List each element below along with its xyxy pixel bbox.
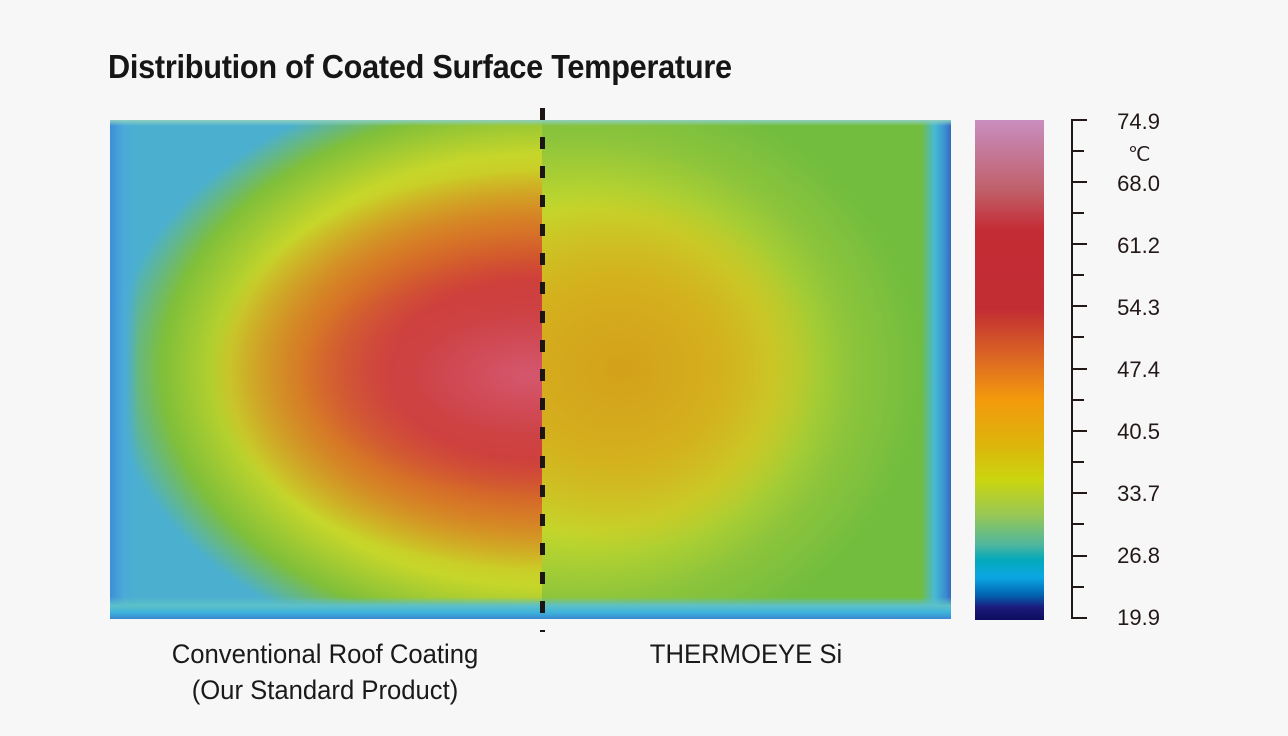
tick-major [1071, 119, 1087, 121]
caption-conventional-line2: (Our Standard Product) [191, 675, 459, 705]
thermal-edge-bottom [110, 597, 951, 619]
tick-label-max: 74.9 [1117, 109, 1160, 134]
tick-label: 40.5 [1117, 419, 1160, 444]
unit-label: ℃ [1128, 144, 1151, 166]
tick-major [1071, 305, 1087, 307]
thermal-image [110, 120, 951, 619]
tick-minor [1071, 274, 1084, 276]
tick-label: 54.3 [1117, 295, 1160, 320]
thermal-edge-left [110, 120, 138, 619]
thermal-panel-thermoeye [542, 120, 951, 619]
tick-minor [1071, 461, 1084, 463]
caption-conventional-line1: Conventional Roof Coating [171, 639, 479, 669]
panel-divider-dashed-line [540, 108, 545, 632]
tick-label: 26.8 [1117, 543, 1160, 568]
tick-major [1071, 368, 1087, 370]
tick-label: 61.2 [1117, 233, 1160, 258]
thermal-edge-top [110, 120, 951, 126]
thermal-edge-right [921, 120, 951, 619]
tick-major [1071, 181, 1087, 183]
thermal-panel-conventional [110, 120, 542, 619]
temperature-colorbar [975, 120, 1044, 620]
tick-label: 68.0 [1117, 171, 1160, 196]
tick-label: 47.4 [1117, 357, 1160, 382]
tick-minor [1071, 523, 1084, 525]
tick-minor [1071, 212, 1084, 214]
tick-major [1071, 430, 1087, 432]
tick-major [1071, 492, 1087, 494]
tick-minor [1071, 336, 1084, 338]
tick-major [1071, 555, 1087, 557]
chart-title: Distribution of Coated Surface Temperatu… [108, 48, 732, 85]
tick-minor [1071, 399, 1084, 401]
tick-label: 33.7 [1117, 481, 1160, 506]
tick-minor [1071, 586, 1084, 588]
tick-minor [1071, 150, 1084, 152]
tick-major [1071, 617, 1087, 619]
tick-major [1071, 243, 1087, 245]
tick-label-min: 19.9 [1117, 605, 1160, 630]
caption-thermoeye: THERMOEYE Si [649, 639, 843, 669]
caption-conventional: Conventional Roof Coating (Our Standard … [121, 636, 530, 708]
